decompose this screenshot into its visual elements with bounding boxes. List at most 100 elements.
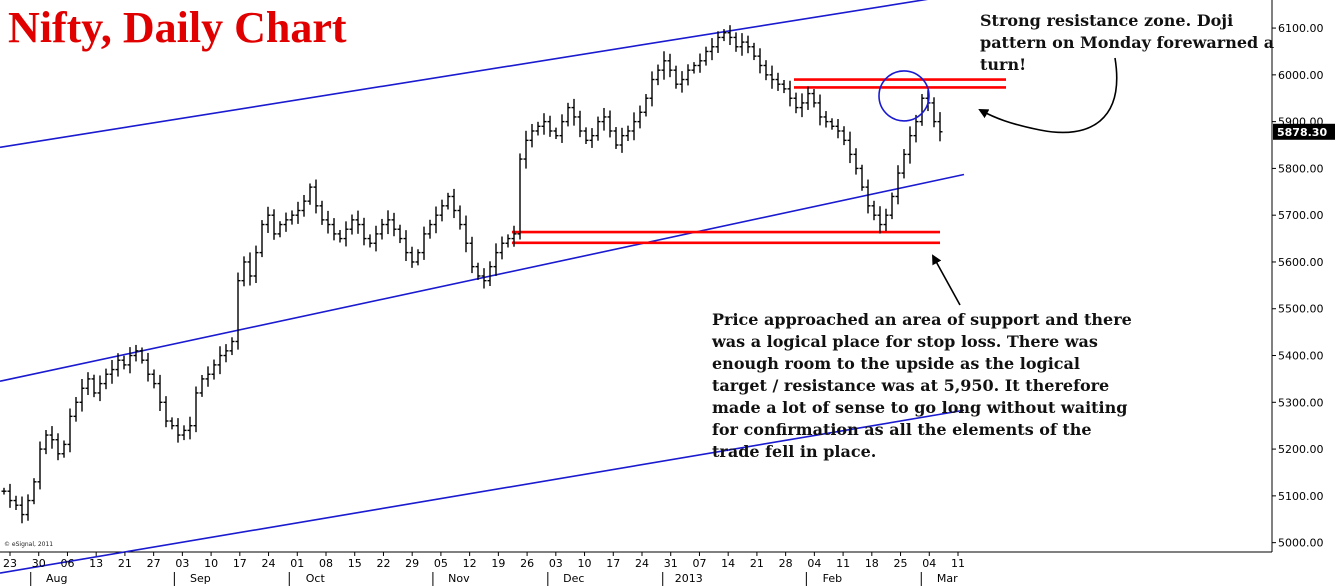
x-tick-label: 22 — [376, 557, 390, 570]
ohlc-bar — [799, 93, 805, 118]
channel-line-middle — [0, 173, 965, 383]
ohlc-bar — [115, 353, 121, 377]
channel-line-lower — [0, 409, 965, 574]
y-tick-label: 5500.00 — [1278, 303, 1324, 316]
ohlc-bar — [379, 218, 385, 240]
ohlc-bar — [49, 426, 55, 449]
ohlc-bar — [883, 208, 889, 231]
ohlc-bar — [337, 229, 343, 243]
ohlc-bar — [427, 219, 433, 239]
ohlc-bar — [199, 374, 205, 397]
x-tick-label: 12 — [463, 557, 477, 570]
x-tick-label: 26 — [520, 557, 534, 570]
x-tick-label: 13 — [89, 557, 103, 570]
ohlc-bar — [307, 183, 313, 205]
ohlc-bar — [787, 80, 793, 107]
ohlc-bar — [367, 234, 373, 248]
ohlc-bar — [217, 346, 223, 375]
ohlc-bar — [247, 252, 253, 286]
ohlc-bar — [343, 221, 349, 247]
ohlc-bar — [169, 417, 175, 430]
resistance-arrow — [978, 57, 1118, 134]
ohlc-bar — [13, 495, 19, 510]
y-axis-ticks: 5000.00 5100.00 5200.00 5300.00 5400.00 5500.… — [1272, 22, 1324, 550]
ohlc-bar — [187, 416, 193, 440]
ohlc-bar — [43, 429, 49, 455]
ohlc-bar — [577, 110, 583, 138]
ohlc-bar — [739, 33, 745, 56]
ohlc-bar — [625, 125, 631, 141]
ohlc-bar — [445, 192, 451, 210]
ohlc-bar — [697, 53, 703, 73]
x-tick-label: 31 — [664, 557, 678, 570]
ohlc-bar — [703, 46, 709, 66]
ohlc-bar — [403, 230, 409, 262]
ohlc-bar — [649, 71, 655, 107]
last-price-box — [1273, 123, 1335, 140]
ohlc-bar — [877, 206, 883, 234]
x-tick-label: 14 — [721, 557, 735, 570]
y-tick-label: 5400.00 — [1278, 350, 1324, 363]
ohlc-bar — [85, 372, 91, 396]
ohlc-bar — [601, 107, 607, 131]
support-annotation: Price approached an area of support and … — [712, 310, 1132, 461]
ohlc-bar — [907, 126, 913, 164]
ohlc-bar — [409, 246, 415, 268]
x-axis-ticks: 23 30 06 13 21 27 03 10 17 24 01 08 15 22 29 05 12 19 26 03… — [3, 552, 965, 586]
ohlc-bar — [193, 386, 199, 433]
ohlc-bar — [109, 360, 115, 384]
x-tick-label: 11 — [836, 557, 850, 570]
chart-title: Nifty, Daily Chart — [8, 3, 347, 52]
ohlc-bar — [157, 374, 163, 412]
ohlc-bar — [79, 379, 85, 412]
y-tick-label: 5300.00 — [1278, 396, 1324, 409]
ohlc-bar — [145, 352, 151, 382]
ohlc-bar — [331, 218, 337, 241]
ohlc-bar — [31, 478, 37, 505]
ohlc-bar — [655, 64, 661, 86]
ohlc-bar — [241, 256, 247, 287]
x-tick-label: 24 — [262, 557, 276, 570]
month-label: Sep — [190, 572, 211, 585]
ohlc-bar — [547, 115, 553, 137]
x-tick-label: 17 — [606, 557, 620, 570]
ohlc-bar — [541, 113, 547, 135]
ohlc-bar — [139, 347, 145, 364]
ohlc-bar — [937, 112, 943, 142]
y-tick-label: 5700.00 — [1278, 209, 1324, 222]
ohlc-bar — [457, 205, 463, 230]
x-tick-label: 06 — [60, 557, 74, 570]
ohlc-bar — [223, 344, 229, 363]
ohlc-bar — [535, 121, 541, 136]
ohlc-bar — [253, 245, 259, 284]
ohlc-bar — [889, 192, 895, 220]
ohlc-bar — [463, 215, 469, 253]
x-tick-label: 25 — [894, 557, 908, 570]
x-tick-label: 23 — [3, 557, 17, 570]
x-tick-label: 10 — [578, 557, 592, 570]
last-price-label: 5878.30 — [1273, 123, 1335, 140]
ohlc-bar — [565, 102, 571, 127]
ohlc-bar — [415, 249, 421, 266]
ohlc-bar — [205, 366, 211, 387]
ohlc-bar — [451, 188, 457, 219]
ohlc-bar — [511, 225, 517, 247]
ohlc-bar — [55, 433, 61, 461]
y-tick-label: 5200.00 — [1278, 443, 1324, 456]
support-arrow — [932, 254, 961, 306]
ohlc-bar — [97, 375, 103, 402]
ohlc-bar — [301, 194, 307, 217]
ohlc-bar — [61, 440, 67, 458]
ohlc-bar — [619, 127, 625, 153]
ohlc-bar — [25, 494, 31, 521]
ohlc-bar — [919, 94, 925, 126]
ohlc-bar — [733, 32, 739, 52]
highlight-circle — [878, 70, 930, 122]
ohlc-bar — [229, 337, 235, 356]
ohlc-bar — [553, 127, 559, 140]
ohlc-bar — [235, 272, 241, 350]
x-tick-label: 05 — [434, 557, 448, 570]
ohlc-bar — [913, 114, 919, 143]
ohlc-bar — [895, 165, 901, 205]
